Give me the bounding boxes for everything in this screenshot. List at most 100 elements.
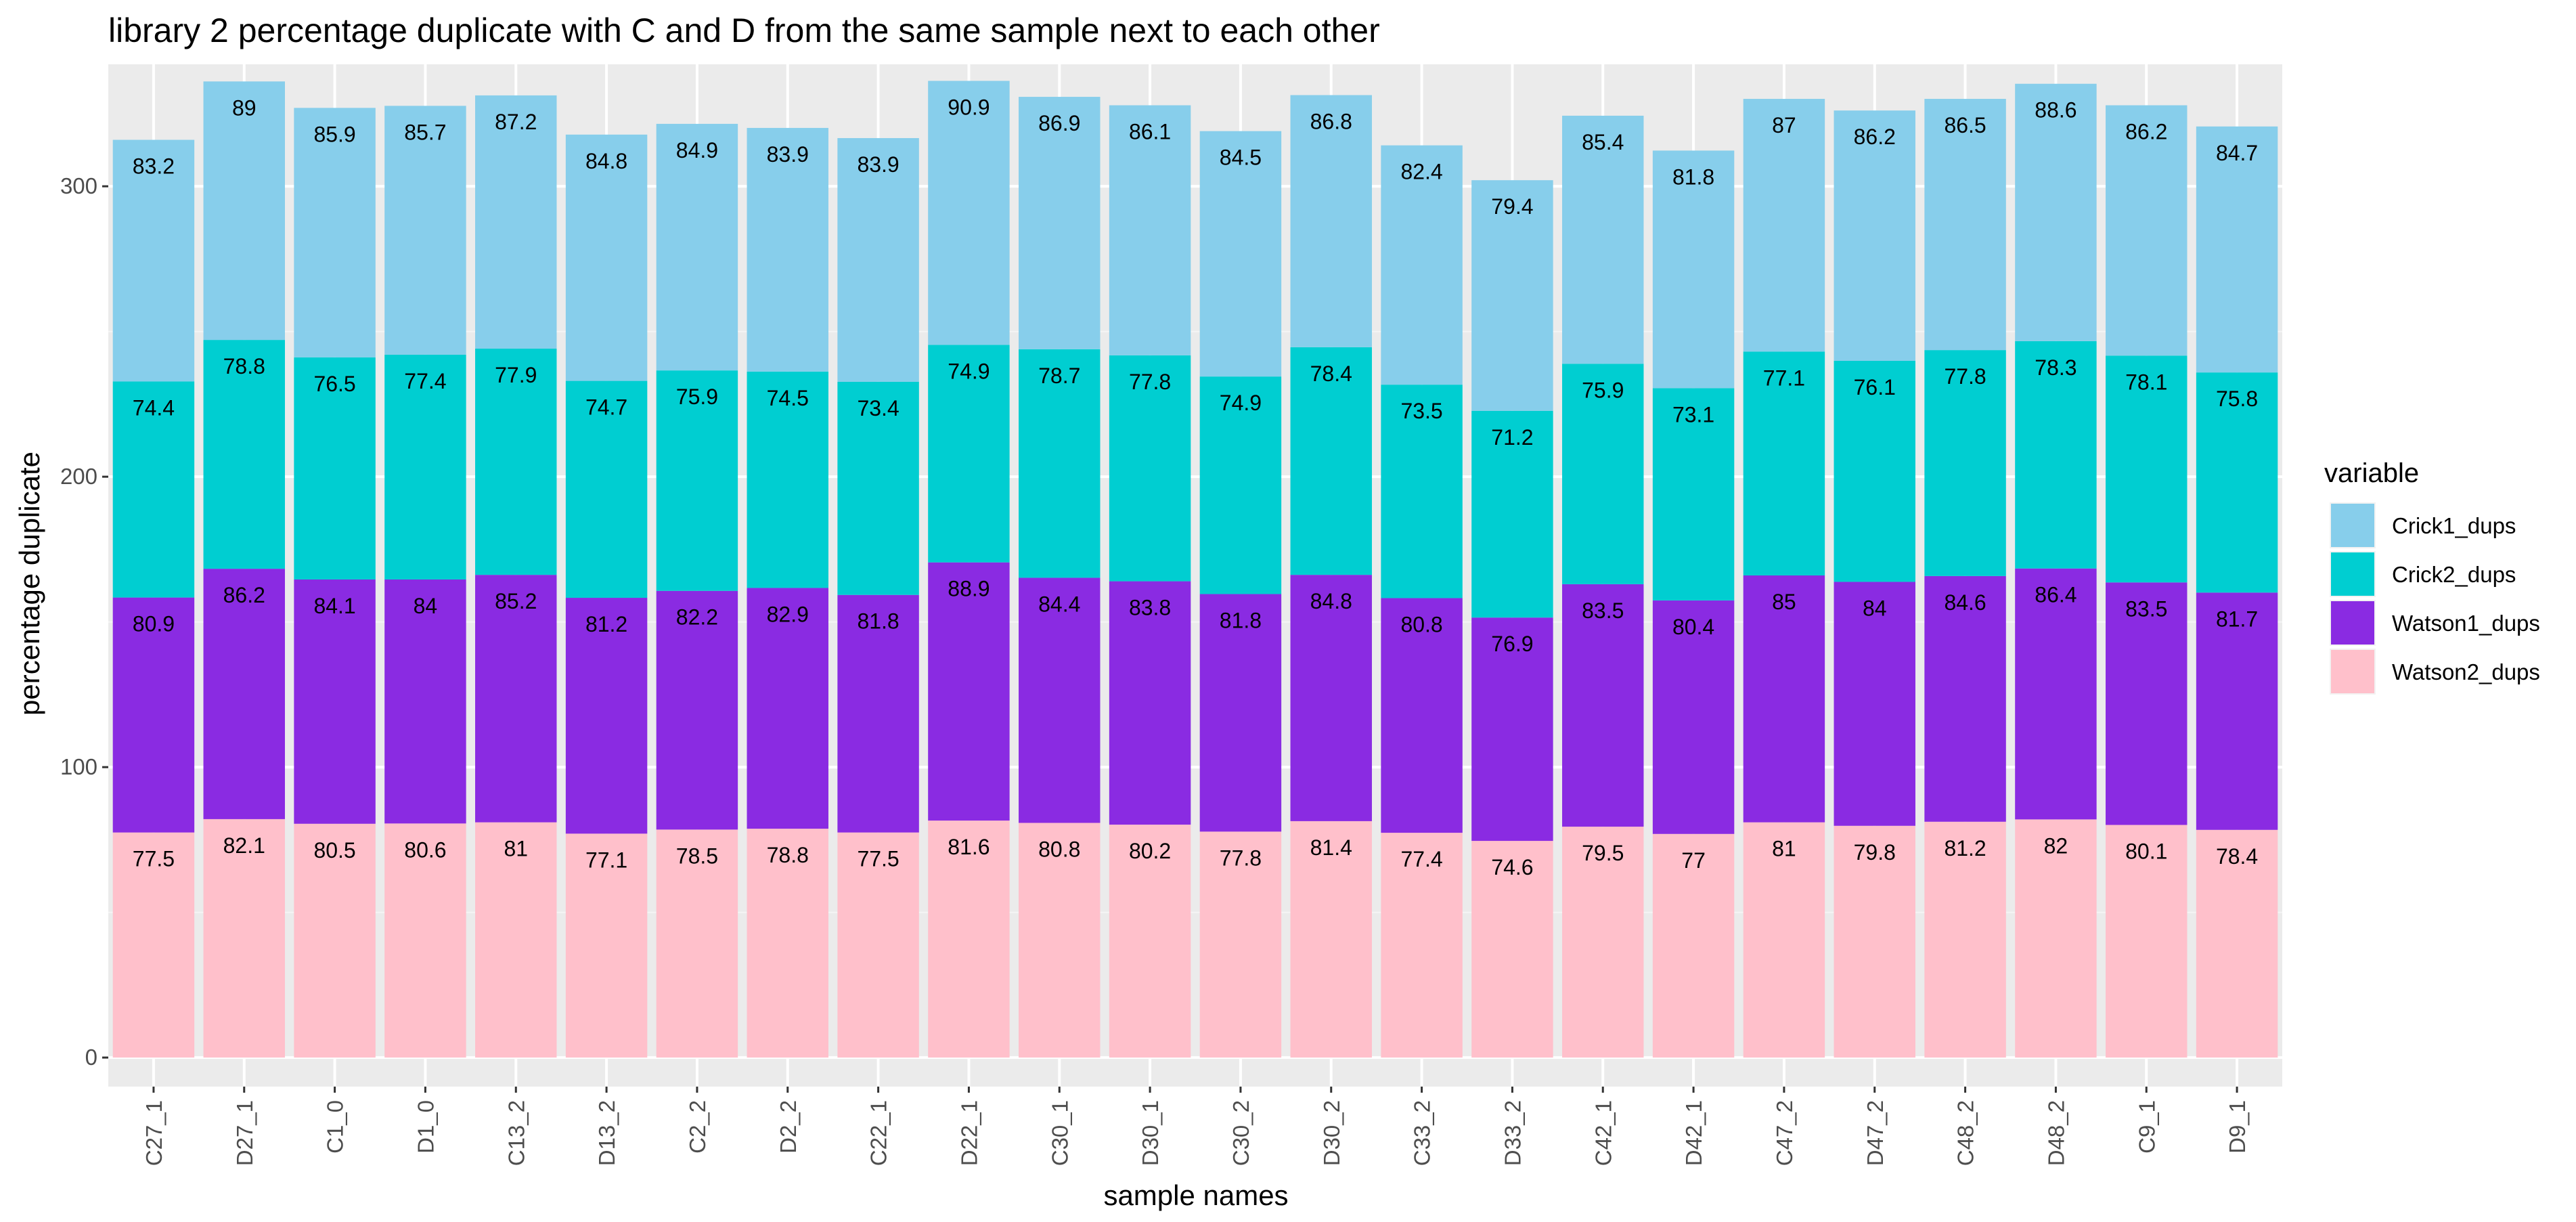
x-tick-label: C48_2	[1953, 1100, 1978, 1166]
bar-D30_1-Watson1_dups	[1109, 581, 1191, 825]
data-label: 77.1	[585, 848, 627, 872]
data-label: 81.2	[585, 612, 627, 636]
x-tick-label: D30_2	[1319, 1100, 1344, 1166]
data-label: 74.5	[767, 386, 809, 410]
data-label: 86.4	[2035, 583, 2077, 607]
legend-title: variable	[2324, 458, 2419, 488]
data-label: 83.5	[2125, 596, 2167, 621]
bar-C48_2-Watson2_dups	[1924, 821, 2006, 1058]
bar-C2_2-Crick1_dups	[656, 123, 738, 371]
bar-D47_2-Crick2_dups	[1834, 360, 1915, 582]
data-label: 81	[1772, 837, 1796, 861]
x-tick-label: C9_1	[2134, 1100, 2159, 1154]
bar-C42_1-Crick1_dups	[1562, 115, 1644, 364]
data-label: 81.8	[1672, 165, 1714, 189]
bar-D48_2-Crick1_dups	[2015, 83, 2097, 341]
data-label: 83.2	[133, 154, 175, 179]
data-label: 85.9	[313, 122, 355, 146]
bar-C9_1-Watson2_dups	[2106, 825, 2188, 1058]
data-label: 81.6	[948, 835, 990, 859]
bar-C30_2-Watson1_dups	[1199, 594, 1282, 832]
bar-C22_1-Crick2_dups	[837, 381, 919, 595]
bar-C30_2-Watson2_dups	[1199, 831, 1282, 1058]
chart-title: library 2 percentage duplicate with C an…	[108, 12, 1380, 49]
bar-C9_1-Watson1_dups	[2106, 582, 2188, 825]
legend: Crick1_dups Crick2_dups Watson1_dups Watson…	[2330, 502, 2540, 695]
bar-D9_1-Watson1_dups	[2196, 592, 2278, 830]
bar-C1_0-Crick1_dups	[294, 108, 376, 357]
data-label: 85	[1772, 590, 1796, 614]
data-label: 79.4	[1491, 194, 1533, 219]
bar-C47_2-Watson1_dups	[1743, 575, 1825, 823]
data-label: 77.4	[1400, 847, 1442, 871]
x-tick-label: C13_2	[504, 1100, 529, 1166]
bar-D13_2-Watson1_dups	[565, 598, 648, 834]
bar-D30_2-Crick1_dups	[1290, 95, 1372, 347]
bar-C48_2-Watson1_dups	[1924, 575, 2006, 822]
y-tick-label: 200	[60, 464, 97, 489]
data-label: 73.1	[1672, 402, 1714, 427]
bar-C30_1-Watson2_dups	[1019, 823, 1101, 1058]
bar-D30_1-Crick1_dups	[1109, 105, 1191, 355]
bar-D30_2-Watson2_dups	[1290, 821, 1372, 1058]
x-tick-label: D9_1	[2225, 1100, 2250, 1154]
bar-D22_1-Crick2_dups	[928, 345, 1010, 563]
bar-D48_2-Watson2_dups	[2015, 819, 2097, 1058]
data-label: 74.7	[585, 395, 627, 420]
data-label: 78.8	[767, 843, 809, 867]
bar-D2_2-Crick2_dups	[747, 371, 828, 588]
data-label: 78.4	[1310, 362, 1352, 386]
data-label: 84.6	[1944, 590, 1986, 615]
panel-background	[108, 64, 2282, 1087]
data-label: 81	[504, 837, 528, 861]
data-label: 80.2	[1129, 839, 1171, 863]
bar-D30_2-Crick2_dups	[1290, 347, 1372, 575]
data-label: 74.9	[1220, 391, 1262, 415]
bar-D47_2-Crick1_dups	[1834, 110, 1915, 361]
bar-C13_2-Crick2_dups	[475, 348, 557, 575]
bar-C27_1-Watson2_dups	[112, 832, 195, 1058]
bar-C42_1-Crick2_dups	[1562, 364, 1644, 584]
data-label: 80.9	[133, 612, 175, 636]
data-label: 73.5	[1400, 399, 1442, 423]
bar-D27_1-Watson1_dups	[203, 569, 285, 819]
bar-D27_1-Watson2_dups	[203, 819, 285, 1058]
bar-D22_1-Watson2_dups	[928, 821, 1010, 1058]
data-label: 82.9	[767, 602, 809, 626]
bar-D33_2-Watson1_dups	[1471, 617, 1553, 842]
data-label: 77.5	[133, 847, 175, 871]
data-label: 84.4	[1038, 592, 1080, 616]
x-tick-label: C47_2	[1772, 1100, 1797, 1166]
bar-C9_1-Crick2_dups	[2106, 355, 2188, 583]
data-label: 80.8	[1400, 612, 1442, 636]
bar-D42_1-Watson2_dups	[1652, 833, 1735, 1058]
bar-D2_2-Crick1_dups	[747, 127, 828, 372]
bar-C9_1-Crick1_dups	[2106, 105, 2188, 356]
x-tick-label: C2_2	[685, 1100, 710, 1154]
data-label: 77.4	[404, 369, 446, 393]
bar-D42_1-Crick2_dups	[1652, 388, 1735, 601]
x-tick-label: D22_1	[956, 1100, 981, 1166]
bar-D9_1-Watson2_dups	[2196, 829, 2278, 1058]
data-label: 74.6	[1491, 855, 1533, 879]
data-label: 71.2	[1491, 425, 1533, 450]
bar-D33_2-Crick1_dups	[1471, 180, 1553, 411]
legend-key-Crick2_dups	[2331, 552, 2374, 596]
legend-label-Crick2_dups: Crick2_dups	[2392, 562, 2516, 587]
data-label: 80.1	[2125, 839, 2167, 863]
bar-C13_2-Watson2_dups	[475, 822, 557, 1058]
x-tick-label: D2_2	[776, 1100, 801, 1154]
bar-C42_1-Watson1_dups	[1562, 584, 1644, 827]
data-label: 82.1	[223, 833, 265, 858]
data-label: 88.6	[2035, 98, 2077, 123]
data-label: 85.4	[1582, 130, 1624, 154]
data-label: 83.9	[767, 142, 809, 167]
x-axis-title: sample names	[1103, 1179, 1288, 1211]
bar-C30_1-Crick2_dups	[1019, 349, 1101, 578]
data-label: 77.8	[1220, 846, 1262, 870]
bar-D47_2-Watson2_dups	[1834, 825, 1915, 1058]
data-label: 75.9	[1582, 378, 1624, 402]
bar-C2_2-Watson2_dups	[656, 829, 738, 1058]
